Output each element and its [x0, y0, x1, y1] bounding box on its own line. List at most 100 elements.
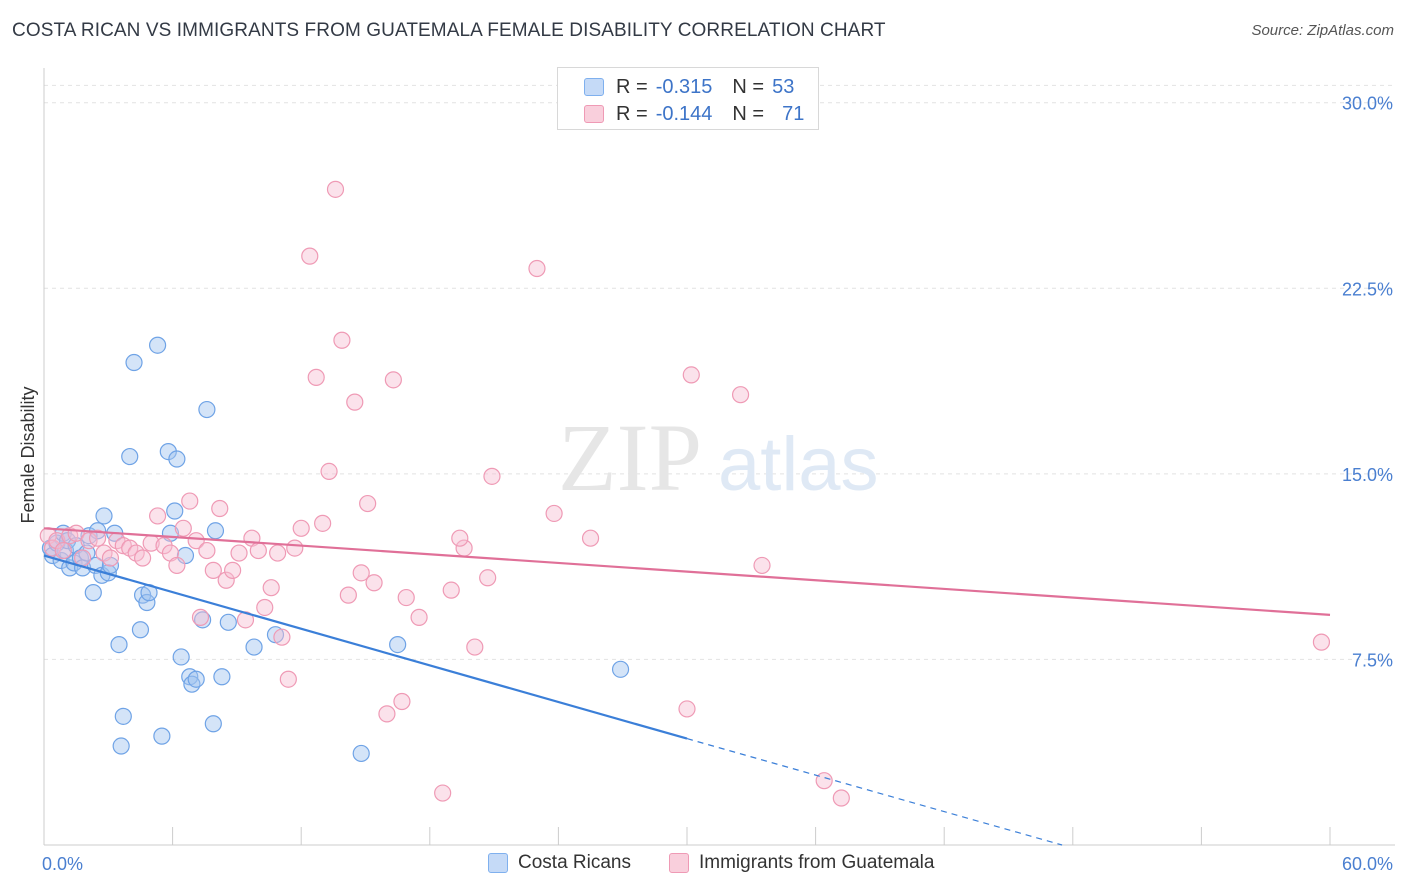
- data-point: [815, 772, 833, 790]
- watermark-atlas: atlas: [718, 422, 879, 507]
- data-point: [410, 608, 428, 626]
- data-point: [54, 541, 72, 560]
- data-point: [434, 784, 452, 802]
- legend-item-guatemala[interactable]: Immigrants from Guatemala: [669, 852, 934, 874]
- data-point: [166, 502, 184, 520]
- data-point: [84, 584, 102, 602]
- tick-labels: 7.5% 15.0% 22.5% 30.0% 0.0% 60.0%: [42, 94, 1393, 874]
- watermark-zip: ZIP: [558, 404, 702, 511]
- data-point: [333, 331, 351, 349]
- y-tick-label: 7.5%: [1352, 650, 1393, 670]
- trend-line-costa-ricans: [43, 554, 688, 740]
- y-tick-label: 15.0%: [1342, 465, 1393, 485]
- data-point: [365, 574, 383, 592]
- data-point: [346, 393, 364, 411]
- data-point: [88, 529, 107, 547]
- series-guatemala: [39, 180, 1331, 807]
- data-point: [249, 541, 267, 560]
- data-point: [187, 670, 205, 688]
- data-point: [198, 541, 216, 560]
- data-point: [832, 789, 850, 807]
- legend-r-value: -0.315: [655, 75, 713, 98]
- data-point: [273, 628, 291, 646]
- legend-label: Immigrants from Guatemala: [699, 852, 935, 873]
- legend-swatch-pink: [584, 105, 604, 123]
- legend-swatch-blue: [488, 853, 508, 873]
- legend-n-label: N =: [732, 102, 765, 125]
- correlation-legend: R = -0.315 N = 53 R = -0.144 N = 71: [557, 67, 819, 130]
- data-point: [397, 588, 415, 607]
- data-point: [112, 737, 130, 755]
- data-point: [211, 499, 229, 518]
- data-point: [320, 462, 338, 480]
- data-point: [224, 561, 242, 579]
- legend-swatch-blue: [584, 78, 604, 96]
- data-point: [339, 586, 357, 604]
- legend-row-guatemala: R = -0.144 N = 71: [584, 101, 804, 127]
- watermark: ZIP atlas: [558, 404, 879, 511]
- data-point: [133, 549, 152, 567]
- trend-lines: [43, 527, 1331, 846]
- data-point: [217, 571, 235, 589]
- data-point: [219, 613, 237, 631]
- data-point: [73, 549, 92, 567]
- legend-item-costa-ricans[interactable]: Costa Ricans: [488, 852, 631, 874]
- data-point: [753, 556, 771, 575]
- trend-line-guatemala: [43, 527, 1331, 616]
- data-point: [682, 366, 700, 384]
- data-point: [269, 544, 287, 562]
- trend-line-extension: [686, 738, 1063, 846]
- series-legend: Costa Ricans Immigrants from Guatemala: [0, 852, 1406, 878]
- data-point: [466, 638, 484, 656]
- data-point: [172, 648, 190, 666]
- data-point: [451, 529, 469, 547]
- data-point: [121, 447, 139, 466]
- legend-n-value: 53: [772, 75, 795, 98]
- data-point: [393, 692, 411, 711]
- data-point: [191, 608, 210, 626]
- legend-n-label: N =: [732, 75, 765, 98]
- y-tick-label: 30.0%: [1342, 94, 1393, 114]
- data-point: [442, 581, 460, 599]
- data-point: [174, 519, 192, 537]
- data-point: [198, 400, 216, 419]
- data-point: [731, 386, 750, 404]
- legend-r-label: R =: [616, 75, 648, 98]
- data-point: [101, 549, 120, 567]
- legend-r-value: -0.144: [655, 102, 713, 125]
- legend-label: Costa Ricans: [518, 852, 631, 873]
- chart-title: COSTA RICAN VS IMMIGRANTS FROM GUATEMALA…: [12, 20, 886, 41]
- data-point: [581, 529, 600, 547]
- data-point: [95, 507, 113, 525]
- data-point: [352, 564, 370, 582]
- data-point: [168, 450, 186, 468]
- y-tick-label: 22.5%: [1342, 279, 1393, 299]
- data-point: [301, 247, 319, 265]
- data-point: [359, 494, 377, 513]
- data-point: [545, 504, 563, 523]
- data-point: [204, 715, 222, 733]
- data-point: [286, 539, 304, 557]
- data-point: [110, 635, 128, 654]
- data-point: [245, 638, 263, 656]
- data-point: [389, 635, 407, 654]
- legend-r-label: R =: [616, 102, 648, 125]
- data-point: [352, 744, 370, 763]
- data-point: [256, 598, 274, 617]
- legend-row-costa-ricans: R = -0.315 N = 53: [584, 74, 794, 100]
- data-point: [168, 556, 186, 575]
- data-point: [148, 336, 167, 354]
- data-point: [114, 707, 132, 725]
- legend-swatch-pink: [669, 853, 689, 873]
- axes: [43, 68, 1395, 846]
- x-tick-label: 60.0%: [1342, 854, 1393, 874]
- data-point: [279, 670, 297, 688]
- data-point: [611, 660, 630, 678]
- data-point: [204, 561, 222, 579]
- data-point: [48, 532, 66, 550]
- data-point: [181, 492, 199, 510]
- data-point: [314, 514, 332, 532]
- data-point: [230, 544, 248, 562]
- data-point: [153, 727, 171, 745]
